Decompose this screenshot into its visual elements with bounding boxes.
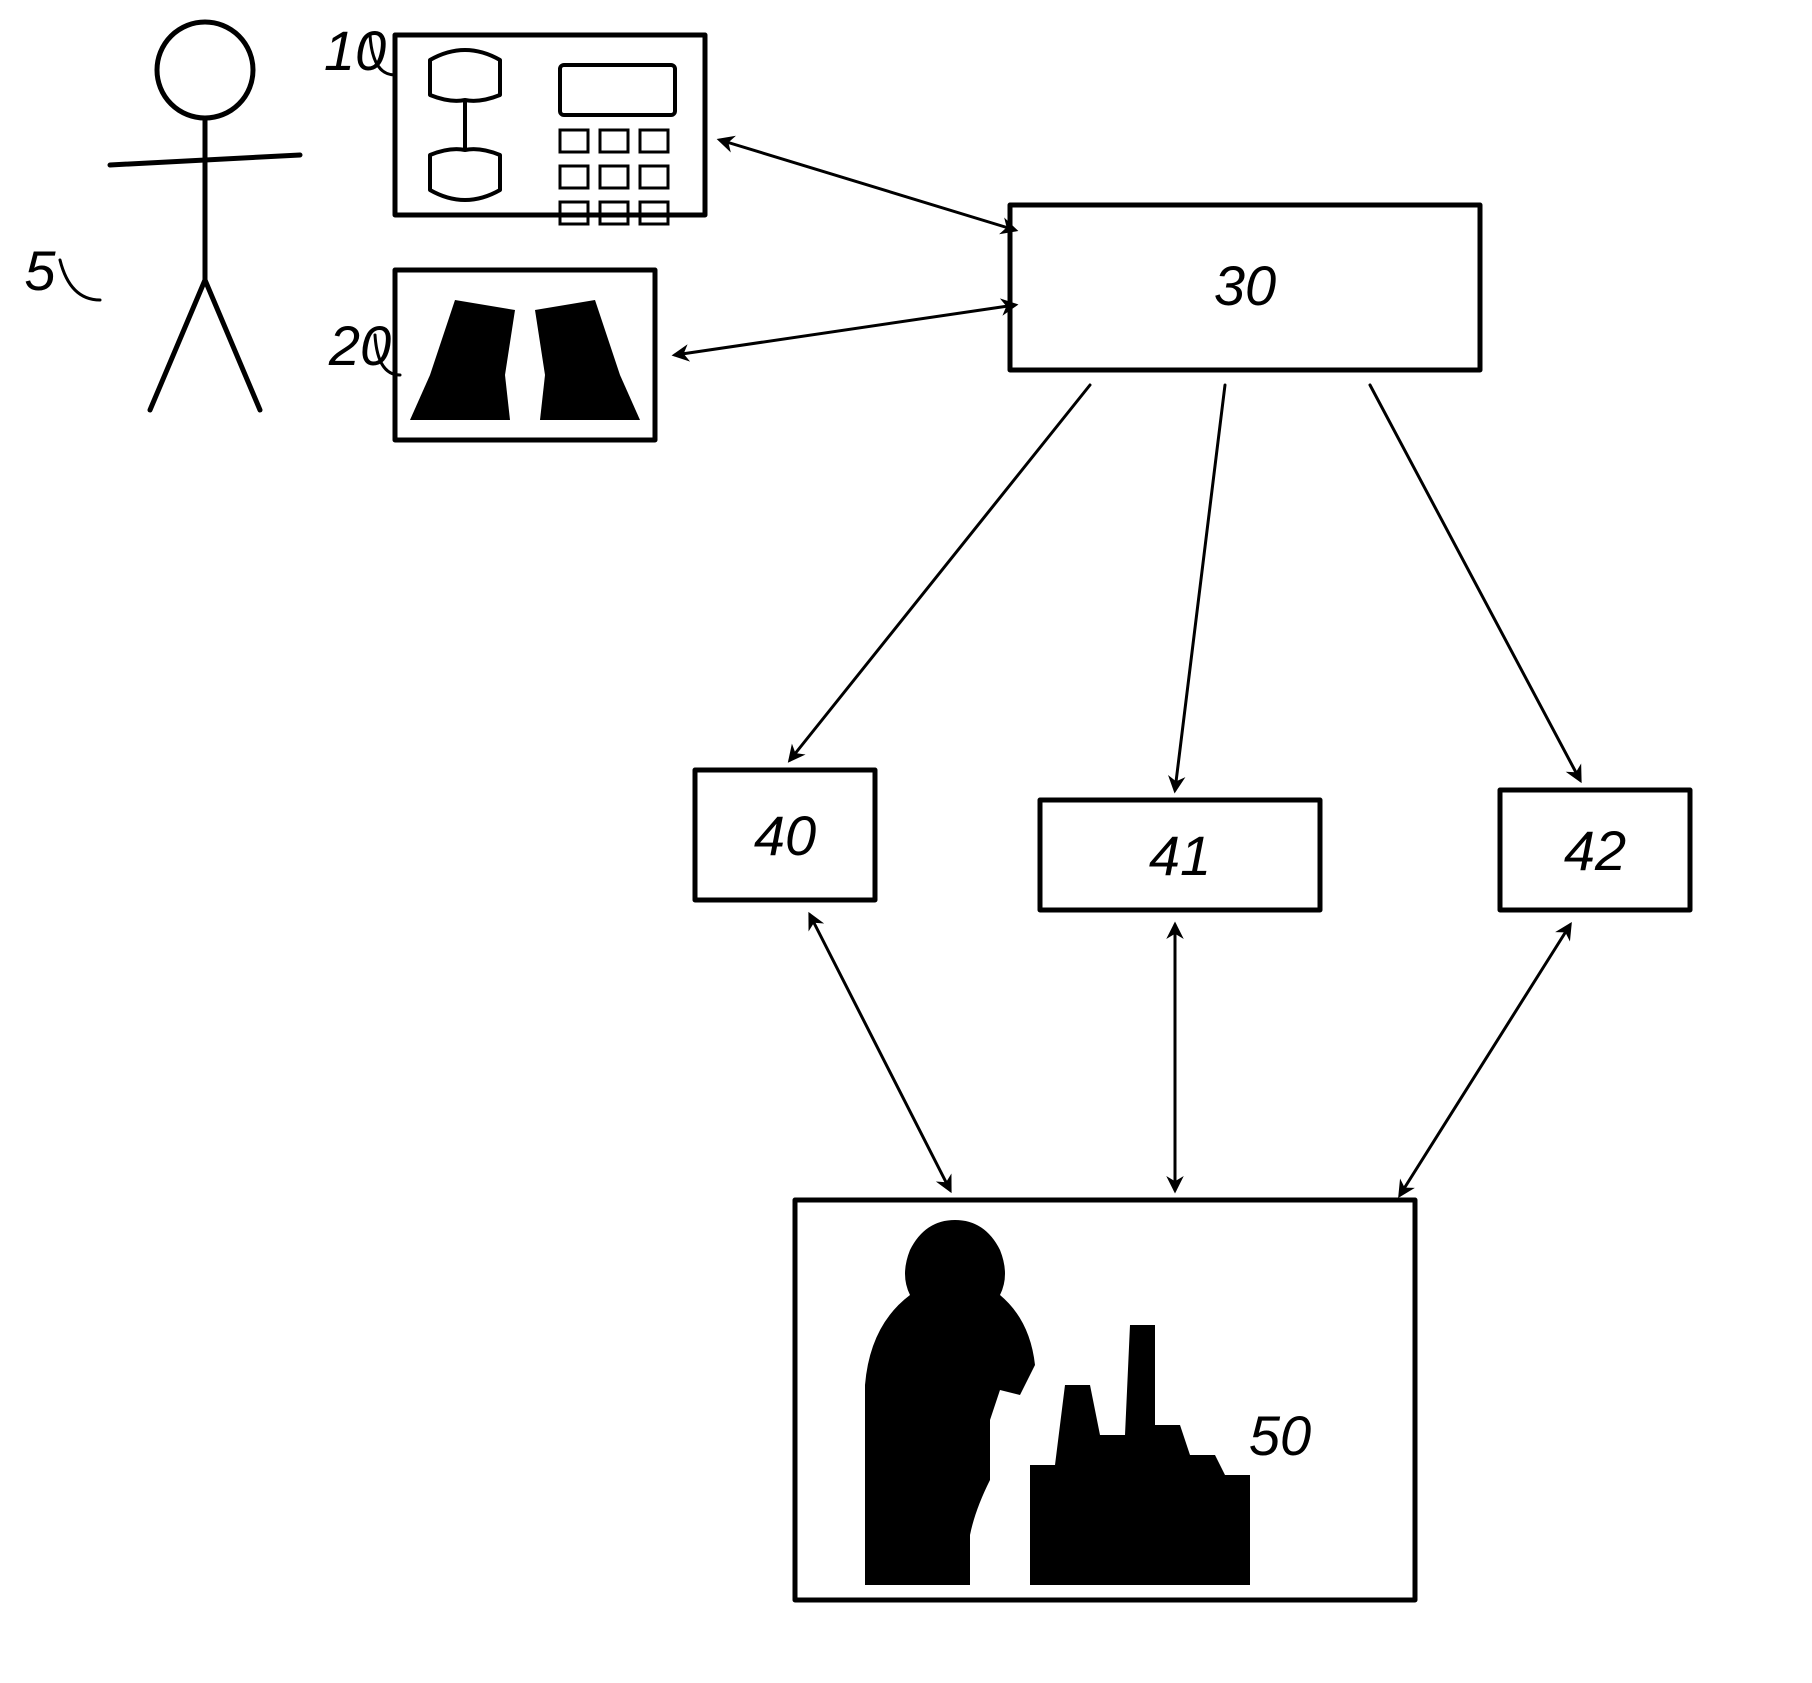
label-50: 50 bbox=[1249, 1404, 1311, 1467]
edge-laptops-hub bbox=[675, 305, 1015, 355]
label-10: 10 bbox=[324, 19, 386, 82]
label-40: 40 bbox=[754, 804, 816, 867]
label-42: 42 bbox=[1564, 819, 1626, 882]
edge-hub-n41 bbox=[1175, 385, 1225, 790]
edge-phone-hub bbox=[720, 140, 1015, 230]
leader-5 bbox=[60, 260, 100, 300]
operator-icon bbox=[865, 1220, 1250, 1585]
user-icon bbox=[110, 22, 300, 410]
laptops-icon bbox=[410, 300, 640, 420]
phone-icon bbox=[430, 50, 680, 224]
label-20: 20 bbox=[328, 314, 391, 377]
label-5: 5 bbox=[24, 239, 56, 302]
label-41: 41 bbox=[1149, 824, 1211, 887]
edge-n42-operator bbox=[1400, 925, 1570, 1195]
edge-hub-n42 bbox=[1370, 385, 1580, 780]
edge-hub-n40 bbox=[790, 385, 1090, 760]
edge-n40-operator bbox=[810, 915, 950, 1190]
label-30: 30 bbox=[1214, 254, 1276, 317]
